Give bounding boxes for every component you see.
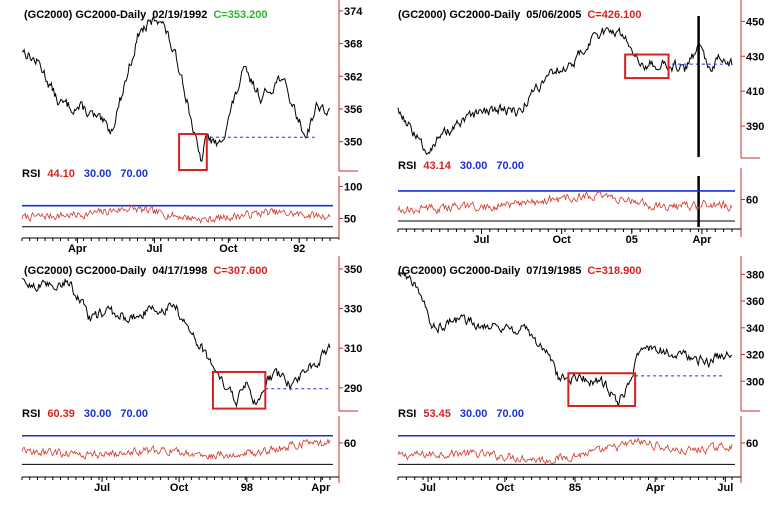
highlight-box [178,133,208,172]
chart-title: (GC2000) GC2000-Daily 02/19/1992 C=353.200 [24,9,267,21]
price-tick-label: 362 [344,71,362,83]
chart-title: (GC2000) GC2000-Daily 07/19/1985 C=318.900 [398,265,641,277]
price-tick-label: 360 [746,296,764,308]
rsi-header: RSI 44.10 30.00 70.00 [22,168,148,180]
chart-panel: (GC2000) GC2000-Daily 02/19/1992 C=353.200… [21,0,363,255]
x-tick-label: Apr [68,243,88,255]
chart-date: 05/06/2005 [526,9,581,21]
rsi-tick-label: 60 [746,438,758,450]
rsi-low: 30.00 [84,408,112,420]
chart-date: 02/19/1992 [152,9,207,21]
rsi-high: 70.00 [120,168,148,180]
price-series [397,26,733,156]
rsi-value: 60.39 [47,408,75,420]
rsi-low: 30.00 [460,160,488,172]
rsi-tick-label: 60 [344,438,356,450]
rsi-high: 70.00 [496,408,524,420]
rsi-label: RSI [398,160,416,172]
x-tick-label: Jul [146,243,162,255]
rsi-low: 30.00 [84,168,112,180]
x-tick-label: 98 [241,482,253,494]
price-tick-label: 380 [746,269,764,281]
price-tick-label: 410 [746,86,764,98]
x-tick-label: Jul [420,482,436,494]
rsi-tick-label: 50 [344,213,356,225]
rsi-label: RSI [22,408,40,420]
price-tick-label: 290 [344,383,362,395]
rsi-value: 44.10 [47,168,75,180]
x-tick-label: Oct [170,482,189,494]
chart-symbol: (GC2000) GC2000-Daily [24,9,147,21]
price-tick-label: 350 [344,137,362,149]
rsi-label: RSI [398,408,416,420]
chart-close: C=353.200 [213,9,267,21]
chart-title: (GC2000) GC2000-Daily 05/06/2005 C=426.100 [398,9,641,21]
price-tick-label: 330 [344,304,362,316]
rsi-value: 53.45 [423,408,451,420]
rsi-tick-label: 60 [746,195,758,207]
rsi-header: RSI 43.14 30.00 70.00 [398,160,524,172]
price-tick-label: 450 [746,16,764,28]
x-tick-label: 05 [626,234,638,246]
x-tick-label: 92 [293,243,305,255]
chart-close: C=318.900 [587,265,641,277]
x-tick-label: Apr [646,482,666,494]
x-tick-label: Apr [311,482,331,494]
x-tick-label: 85 [569,482,581,494]
rsi-header: RSI 53.45 30.00 70.00 [398,408,524,420]
price-series [21,277,331,408]
chart-panel: (GC2000) GC2000-Daily 07/19/1985 C=318.900… [397,256,764,494]
highlight-box [567,372,637,407]
x-tick-label: Jul [474,234,490,246]
x-tick-label: Oct [219,243,238,255]
rsi-series [397,190,733,215]
chart-title: (GC2000) GC2000-Daily 04/17/1998 C=307.600 [24,265,267,277]
rsi-tick-label: 100 [344,181,362,193]
x-tick-label: Apr [692,234,712,246]
price-series [397,270,733,407]
chart-symbol: (GC2000) GC2000-Daily [24,265,147,277]
price-tick-label: 340 [746,323,764,335]
chart-panel: (GC2000) GC2000-Daily 05/06/2005 C=426.100… [397,0,764,246]
price-series [21,14,331,162]
rsi-series [397,437,733,465]
price-tick-label: 430 [746,51,764,63]
price-tick-label: 390 [746,121,764,133]
price-tick-label: 310 [344,343,362,355]
x-tick-label: Oct [552,234,571,246]
price-tick-label: 300 [746,376,764,388]
chart-date: 07/19/1985 [526,265,581,277]
rsi-label: RSI [22,168,40,180]
rsi-series [21,204,331,225]
x-tick-label: Oct [496,482,515,494]
rsi-header: RSI 60.39 30.00 70.00 [22,408,148,420]
chart-panel: (GC2000) GC2000-Daily 04/17/1998 C=307.600… [21,256,362,494]
chart-symbol: (GC2000) GC2000-Daily [398,9,521,21]
x-tick-label: Jul [717,482,733,494]
chart-close: C=426.100 [587,9,641,21]
price-tick-label: 356 [344,104,362,116]
chart-date: 04/17/1998 [152,265,207,277]
price-tick-label: 320 [746,350,764,362]
chart-close: C=307.600 [213,265,267,277]
highlight-box [211,370,267,410]
rsi-value: 43.14 [423,160,451,172]
price-tick-label: 368 [344,39,362,51]
highlight-box [624,53,670,80]
rsi-high: 70.00 [120,408,148,420]
rsi-low: 30.00 [460,408,488,420]
rsi-series [21,438,331,461]
x-tick-label: Jul [94,482,110,494]
rsi-high: 70.00 [496,160,524,172]
price-tick-label: 350 [344,264,362,276]
price-tick-label: 374 [344,6,363,18]
chart-symbol: (GC2000) GC2000-Daily [398,265,521,277]
